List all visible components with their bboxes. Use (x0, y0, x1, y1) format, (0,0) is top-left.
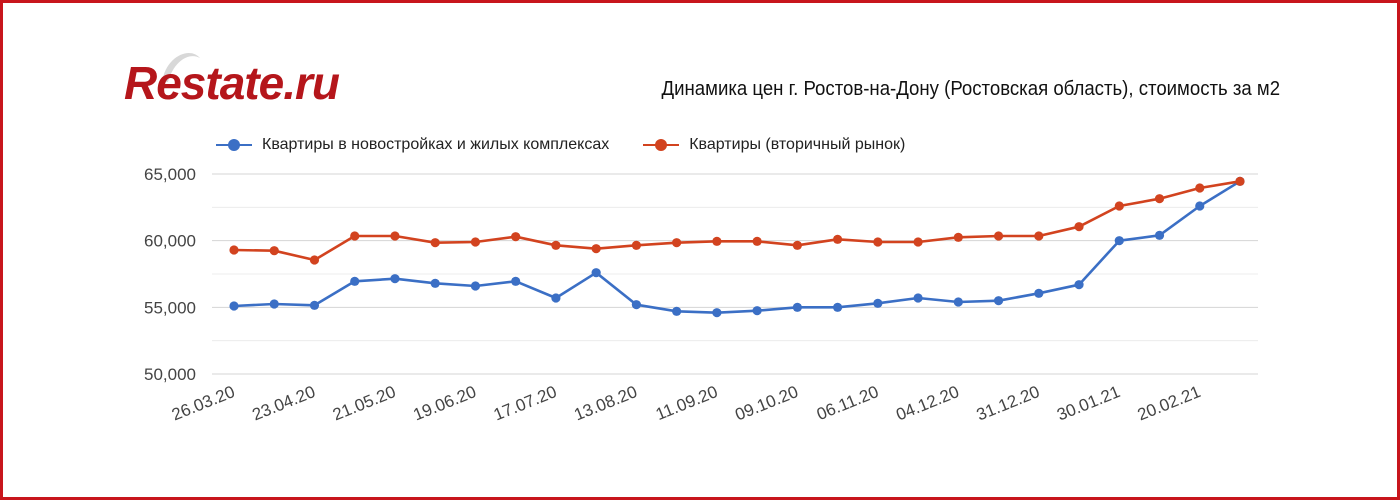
legend-item-new[interactable]: Квартиры в новостройках и жилых комплекс… (216, 136, 609, 154)
data-point-s1 (229, 301, 239, 311)
data-point-s1 (792, 302, 802, 312)
data-point-s1 (953, 297, 963, 307)
data-point-s2 (913, 237, 923, 247)
data-point-s2 (1034, 231, 1044, 241)
x-tick-label: 26.03.20 (169, 382, 237, 424)
legend-marker-new (216, 139, 252, 151)
series-line-2 (232, 180, 1242, 262)
data-point-s2 (953, 232, 963, 242)
data-point-s2 (672, 238, 682, 248)
chart-title: Динамика цен г. Ростов-на-Дону (Ростовск… (661, 78, 1280, 100)
x-tick-label: 06.11.20 (814, 382, 881, 424)
data-point-s1 (430, 278, 440, 288)
data-point-s1 (833, 302, 843, 312)
data-point-s1 (1114, 236, 1124, 246)
data-point-s2 (752, 236, 762, 246)
data-point-s1 (913, 293, 923, 303)
logo-swoosh-icon (162, 52, 200, 82)
data-point-s2 (269, 246, 279, 256)
data-point-s1 (269, 299, 279, 309)
data-point-s1 (470, 281, 481, 291)
data-point-s2 (1154, 194, 1165, 204)
x-tick-label: 11.09.20 (653, 382, 720, 424)
data-point-s1 (1074, 280, 1084, 290)
data-point-s1 (1154, 230, 1165, 240)
logo[interactable]: Restate.ru (124, 48, 364, 118)
x-tick-label: 31.12.20 (974, 382, 1042, 424)
x-tick-label: 30.01.21 (1054, 382, 1122, 424)
data-point-s1 (1195, 201, 1205, 211)
data-point-s2 (430, 238, 440, 248)
x-tick-label: 19.06.20 (410, 382, 478, 424)
data-point-s2 (1114, 201, 1124, 211)
data-point-s2 (390, 231, 400, 241)
y-tick-label: 50,000 (144, 365, 196, 384)
data-point-s2 (1235, 176, 1245, 186)
data-point-s1 (631, 300, 642, 310)
x-tick-label: 23.04.20 (249, 382, 317, 424)
y-tick-label: 65,000 (144, 165, 196, 184)
legend-label-secondary: Квартиры (вторичный рынок) (689, 136, 906, 153)
data-point-s2 (631, 240, 642, 250)
data-point-s1 (752, 306, 762, 316)
data-point-s2 (873, 237, 883, 247)
data-point-s1 (712, 308, 722, 318)
data-point-s1 (1034, 288, 1044, 298)
data-point-s2 (229, 245, 239, 255)
x-tick-label: 17.07.20 (491, 382, 559, 424)
y-tick-label: 55,000 (144, 298, 196, 317)
data-point-s2 (551, 240, 561, 250)
data-point-s2 (712, 236, 722, 246)
data-point-s2 (1195, 183, 1205, 193)
data-point-s1 (350, 276, 360, 286)
x-tick-label: 04.12.20 (893, 382, 961, 424)
data-point-s2 (591, 244, 601, 254)
legend-marker-secondary (643, 139, 680, 151)
data-point-s1 (511, 276, 521, 286)
chart-legend: Квартиры в новостройках и жилых комплекс… (216, 136, 939, 154)
data-point-s2 (309, 255, 320, 265)
x-tick-label: 20.02.21 (1135, 382, 1203, 424)
legend-label-new: Квартиры в новостройках и жилых комплекс… (262, 136, 610, 153)
series-line-1 (232, 180, 1242, 315)
data-point-s2 (993, 231, 1004, 241)
data-point-s1 (993, 296, 1004, 306)
data-point-s2 (470, 237, 481, 247)
data-point-s1 (309, 300, 320, 310)
x-tick-label: 13.08.20 (571, 382, 639, 424)
data-point-s2 (833, 234, 843, 244)
legend-item-secondary[interactable]: Квартиры (вторичный рынок) (643, 136, 905, 154)
data-point-s2 (350, 231, 360, 241)
data-point-s1 (873, 298, 883, 308)
data-point-s1 (591, 268, 601, 278)
data-point-s1 (390, 274, 400, 284)
data-point-s2 (792, 240, 802, 250)
logo-text: Restate.ru (124, 57, 340, 109)
y-tick-label: 60,000 (144, 232, 196, 251)
x-tick-label: 09.10.20 (732, 382, 800, 424)
data-point-s1 (672, 306, 682, 316)
x-tick-label: 21.05.20 (330, 382, 398, 424)
data-point-s2 (1074, 222, 1084, 232)
data-point-s1 (551, 293, 561, 303)
data-point-s2 (511, 232, 521, 242)
